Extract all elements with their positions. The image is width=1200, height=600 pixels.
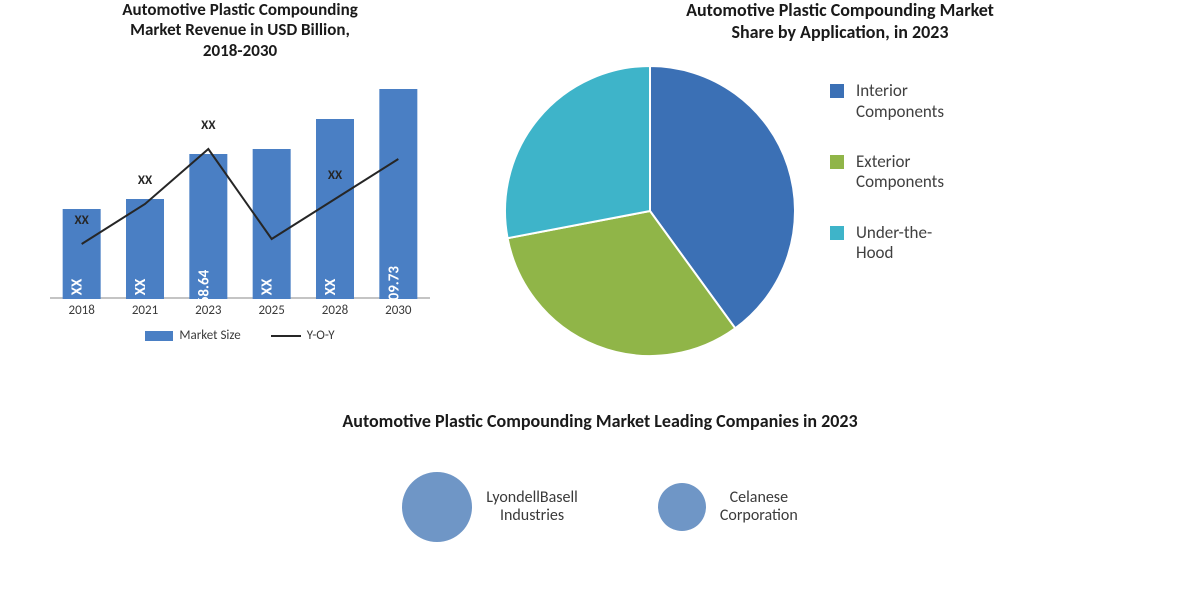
pie-legend-swatch: [830, 226, 844, 240]
pie-chart-panel: Automotive Plastic Compounding Market Sh…: [480, 0, 1200, 380]
pie-legend-swatch: [830, 155, 844, 169]
svg-text:XX: XX: [322, 278, 340, 295]
legend-market-label: Market Size: [179, 328, 240, 343]
pie-legend-label: ExteriorComponents: [856, 152, 944, 193]
bar-title-line-3: 2018-2030: [20, 41, 460, 61]
company-label: LyondellBasellIndustries: [486, 489, 578, 526]
bar-x-label: 2028: [303, 303, 366, 318]
bar-chart-panel: Automotive Plastic Compounding Market Re…: [0, 0, 480, 380]
pie-chart-svg: [500, 61, 800, 361]
svg-text:68.64: 68.64: [195, 270, 213, 300]
company-bubble-item: CelaneseCorporation: [658, 483, 798, 531]
company-bubble: [402, 472, 472, 542]
pie-legend-item: InteriorComponents: [830, 81, 944, 122]
bar-title-line-2: Market Revenue in USD Billion,: [20, 20, 460, 40]
svg-text:XX: XX: [75, 213, 90, 228]
bar-x-label: 2025: [240, 303, 303, 318]
bar-x-label: 2021: [113, 303, 176, 318]
pie-title-line-2: Share by Application, in 2023: [500, 22, 1180, 44]
pie-title-line-1: Automotive Plastic Compounding Market: [500, 0, 1180, 22]
bar-x-label: 2030: [367, 303, 430, 318]
bar-x-axis-labels: 201820212023202520282030: [50, 303, 430, 318]
svg-text:XX: XX: [69, 278, 87, 295]
leading-companies-panel: Automotive Plastic Compounding Market Le…: [0, 410, 1200, 542]
leading-companies-title: Automotive Plastic Compounding Market Le…: [0, 410, 1200, 432]
pie-chart-legend: InteriorComponents ExteriorComponents Unde…: [830, 61, 944, 263]
bar-title-line-1: Automotive Plastic Compounding: [20, 0, 460, 20]
company-bubbles: LyondellBasellIndustries CelaneseCorporat…: [0, 472, 1200, 542]
svg-text:XX: XX: [328, 168, 343, 183]
pie-legend-item: ExteriorComponents: [830, 152, 944, 193]
svg-text:109.73: 109.73: [385, 266, 403, 299]
bar-x-label: 2018: [50, 303, 113, 318]
legend-yoy: Y-O-Y: [271, 328, 335, 343]
pie-legend-item: Under-the-Hood: [830, 223, 944, 264]
legend-line-swatch: [271, 335, 301, 337]
pie-chart-title: Automotive Plastic Compounding Market Sh…: [500, 0, 1180, 43]
pie-body: InteriorComponents ExteriorComponents Unde…: [500, 61, 1180, 361]
pie-legend-label: InteriorComponents: [856, 81, 944, 122]
company-bubble: [658, 483, 706, 531]
bar-chart-plot: XX XX 68.64 XX XX 109.73 XX XX XX XX: [50, 69, 430, 299]
company-label: CelaneseCorporation: [720, 489, 798, 526]
top-row: Automotive Plastic Compounding Market Re…: [0, 0, 1200, 380]
bar-chart-title: Automotive Plastic Compounding Market Re…: [20, 0, 460, 61]
svg-text:XX: XX: [259, 278, 277, 295]
legend-yoy-label: Y-O-Y: [307, 328, 335, 343]
svg-text:XX: XX: [138, 173, 153, 188]
legend-market-size: Market Size: [145, 328, 240, 343]
pie-legend-swatch: [830, 84, 844, 98]
bar-chart-legend: Market Size Y-O-Y: [20, 328, 460, 343]
legend-bar-swatch: [145, 331, 173, 341]
bar-chart-svg: XX XX 68.64 XX XX 109.73 XX XX XX XX: [50, 69, 430, 299]
company-bubble-item: LyondellBasellIndustries: [402, 472, 578, 542]
pie-legend-label: Under-the-Hood: [856, 223, 932, 264]
svg-text:XX: XX: [201, 118, 216, 133]
bar-x-label: 2023: [177, 303, 240, 318]
svg-text:XX: XX: [132, 278, 150, 295]
